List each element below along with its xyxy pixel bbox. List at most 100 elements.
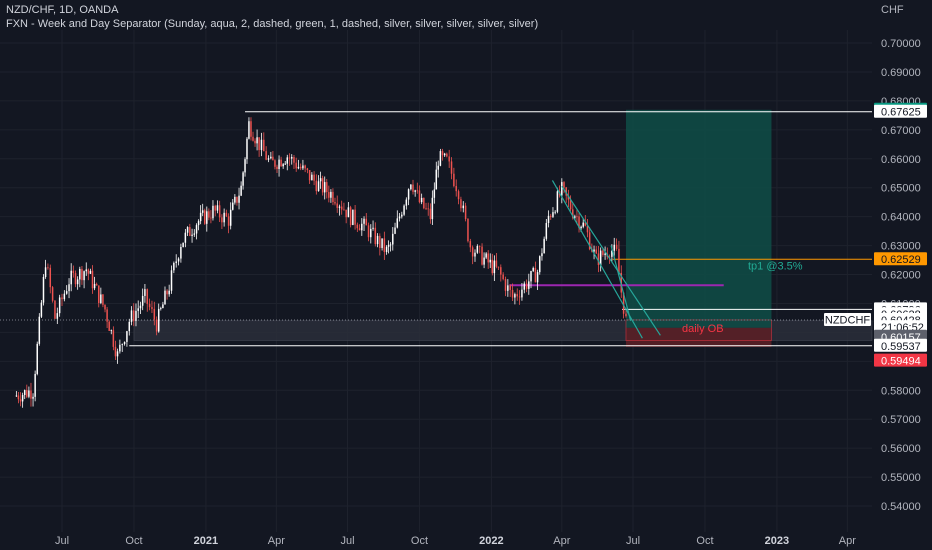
indicator-legend[interactable]: FXN - Week and Day Separator (Sunday, aq… <box>6 18 539 30</box>
candle-body <box>532 267 534 272</box>
time-axis-tick: Oct <box>125 535 142 547</box>
candle-body <box>263 139 265 152</box>
candle-body <box>516 294 518 297</box>
candle-body <box>464 205 467 219</box>
candle-body <box>197 221 200 226</box>
candle-body <box>166 290 168 295</box>
candle-body <box>108 321 110 331</box>
channel-trendline[interactable] <box>610 245 632 321</box>
candle-body <box>367 225 370 238</box>
candle-body <box>244 159 246 173</box>
candle-body <box>17 395 20 400</box>
candle-body <box>425 208 427 210</box>
candle-body <box>530 271 532 282</box>
daily-ob-box[interactable] <box>625 319 772 341</box>
candle-body <box>98 285 100 303</box>
candle-body <box>418 190 421 203</box>
candle-body <box>481 246 483 265</box>
candle-body <box>302 165 304 169</box>
candle-body <box>234 196 236 203</box>
candle-body <box>212 205 214 219</box>
candle-body <box>321 178 324 193</box>
time-axis-tick: Jul <box>55 535 69 547</box>
channel-trendline[interactable] <box>561 185 661 336</box>
candle-body <box>168 290 170 295</box>
candle-body <box>317 181 320 192</box>
candle-body <box>401 214 403 217</box>
tp-annotation[interactable]: tp1 @3.5% <box>748 260 803 272</box>
candle-body <box>270 156 272 159</box>
candle-body <box>267 158 270 160</box>
candle-body <box>349 207 352 225</box>
candle-body <box>588 232 591 250</box>
candle-body <box>180 246 182 259</box>
candle-body <box>392 233 394 245</box>
candle-body <box>554 211 556 213</box>
candle-body <box>552 212 554 217</box>
candle-body <box>106 309 108 322</box>
candle-body <box>363 218 365 224</box>
candle-body <box>374 227 377 245</box>
price-axis-tick: 0.62000 <box>881 270 921 282</box>
candle-body <box>26 390 28 397</box>
candle-body <box>193 233 196 235</box>
candle-body <box>21 395 24 402</box>
price-badge <box>874 338 927 352</box>
candle-body <box>110 330 113 332</box>
candle-body <box>504 279 507 291</box>
candle-body <box>584 222 587 226</box>
candle-body <box>343 209 345 211</box>
candle-body <box>227 216 230 226</box>
candle-body <box>595 249 597 254</box>
candle-body <box>471 247 474 257</box>
time-axis-tick: Oct <box>411 535 428 547</box>
candle-body <box>618 248 620 273</box>
candle-body <box>453 173 455 187</box>
candle-body <box>191 234 193 236</box>
candle-body <box>32 396 34 399</box>
candle-body <box>119 344 121 352</box>
candle-body <box>602 250 604 255</box>
candle-body <box>433 189 436 198</box>
candle-body <box>611 250 613 257</box>
candle-body <box>199 212 202 222</box>
channel-trendline[interactable] <box>551 180 643 339</box>
candle-body <box>543 238 545 254</box>
candle-body <box>509 285 511 290</box>
candle-body <box>256 137 258 144</box>
candle-body <box>137 308 139 311</box>
candle-body <box>54 300 56 319</box>
candle-body <box>304 165 306 169</box>
candle-body <box>340 206 343 210</box>
candle-body <box>387 244 390 247</box>
price-axis-tick: 0.66000 <box>881 154 921 166</box>
candle-body <box>547 215 550 223</box>
long-position-stop-zone[interactable] <box>625 327 772 348</box>
candle-body <box>100 294 102 303</box>
candle-body <box>599 250 602 266</box>
candle-body <box>460 199 462 209</box>
price-badge <box>874 252 927 266</box>
long-position-target-zone[interactable] <box>625 109 772 328</box>
candle-body <box>40 302 43 317</box>
candle-body <box>403 205 405 215</box>
candle-body <box>586 225 589 233</box>
candle-body <box>441 151 444 156</box>
candle-body <box>356 224 359 229</box>
candle-body <box>252 136 254 141</box>
candle-body <box>576 216 578 218</box>
candle-body <box>132 310 135 321</box>
candle-body <box>232 202 234 210</box>
candle-body <box>398 216 401 219</box>
candle-body <box>365 218 368 226</box>
candle-body <box>462 205 465 209</box>
candle-body <box>497 266 500 268</box>
daily-ob-label[interactable]: daily OB <box>682 323 724 335</box>
candle-body <box>49 267 52 288</box>
candle-body <box>574 216 576 218</box>
symbol-badge-bg <box>824 312 871 326</box>
candle-body <box>114 346 117 357</box>
candle-body <box>214 205 216 211</box>
